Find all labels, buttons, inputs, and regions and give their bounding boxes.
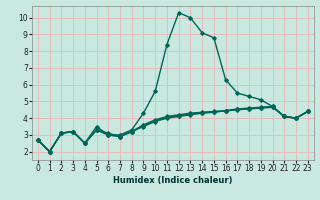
X-axis label: Humidex (Indice chaleur): Humidex (Indice chaleur) — [113, 176, 233, 185]
